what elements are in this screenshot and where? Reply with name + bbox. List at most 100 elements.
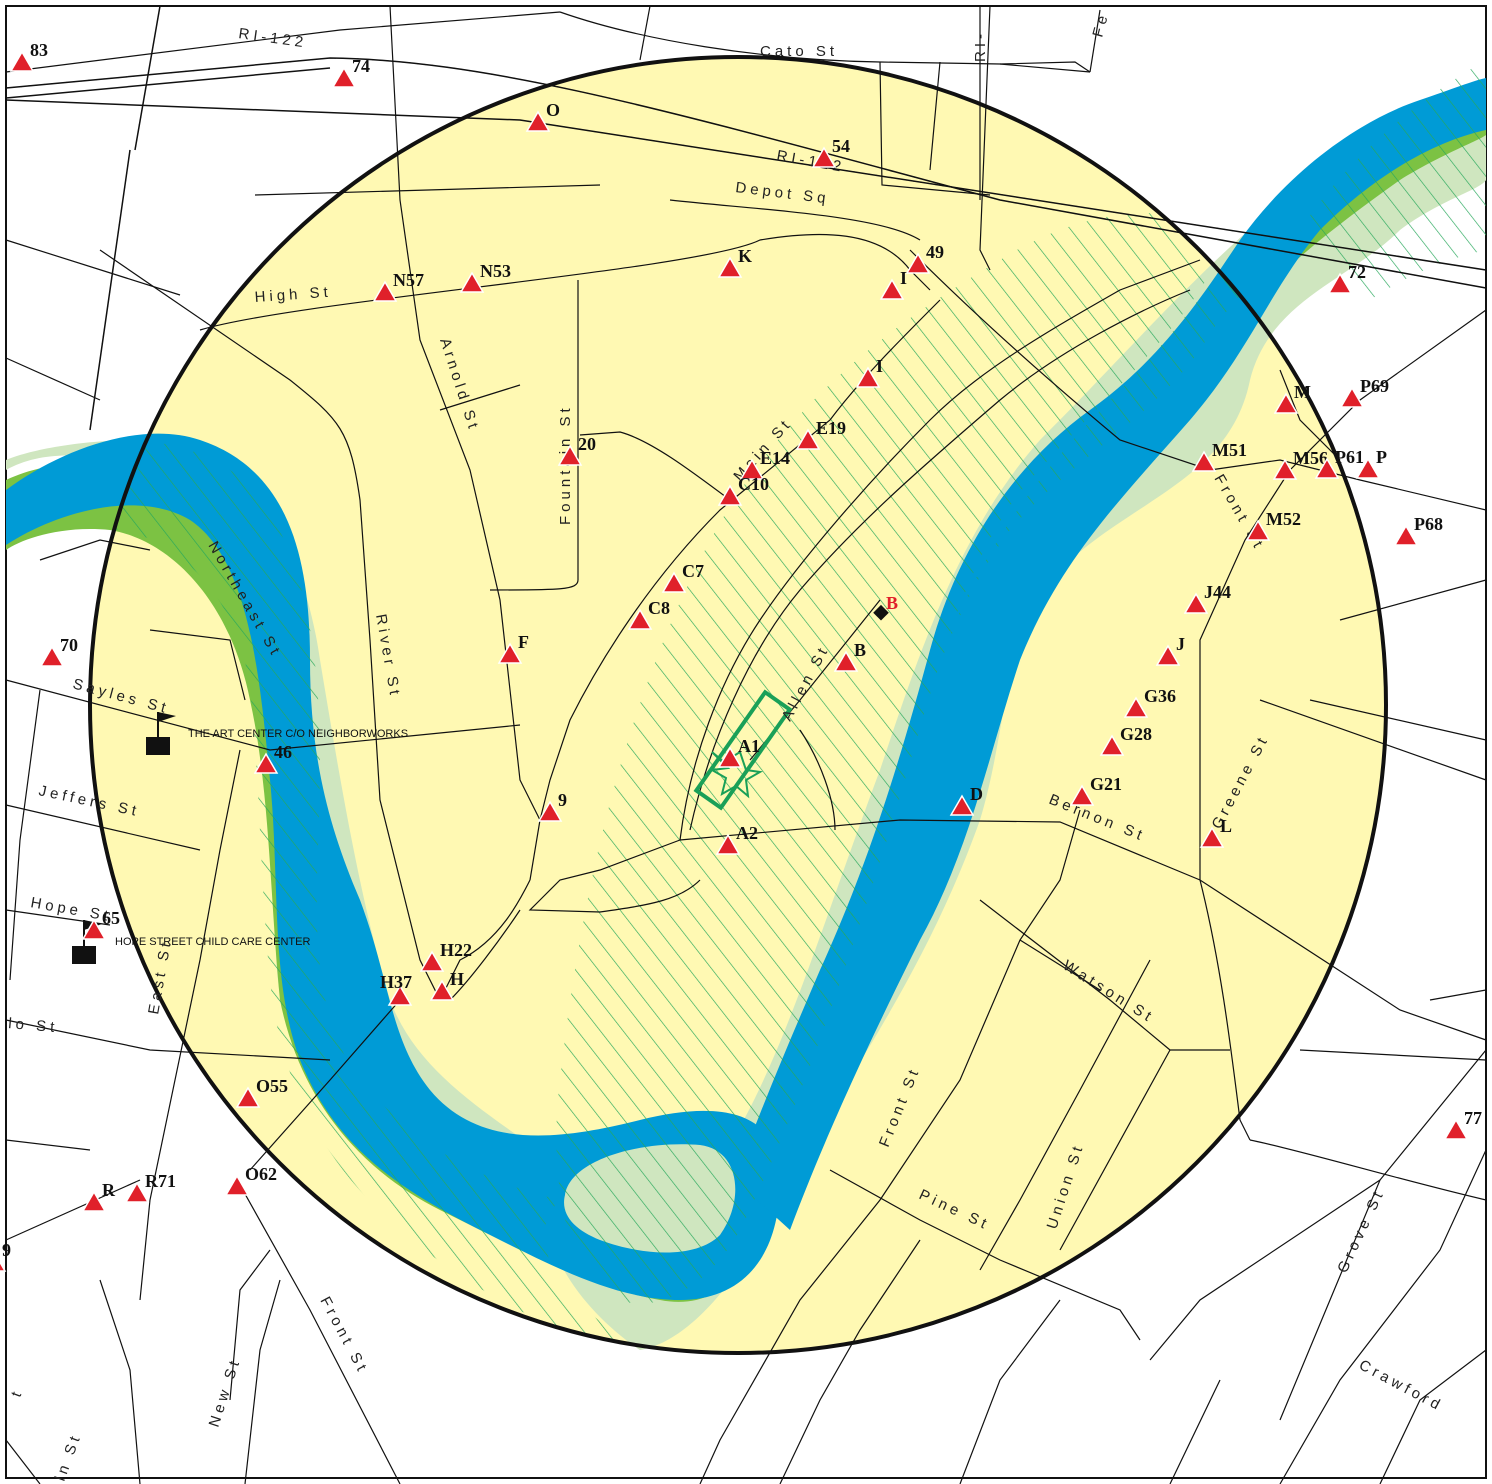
site-marker: M52 — [1245, 509, 1301, 541]
site-marker: H — [429, 969, 464, 1001]
site-triangle-icon — [661, 571, 687, 593]
site-label: 72 — [1348, 262, 1366, 282]
site-label: H22 — [440, 940, 472, 960]
site-label: D — [970, 784, 983, 804]
site-marker: 72 — [1327, 262, 1366, 294]
site-triangle-icon — [879, 278, 905, 300]
site-triangle-icon — [557, 444, 583, 466]
site-label: P — [1376, 447, 1387, 467]
site-marker: O62 — [224, 1164, 277, 1196]
site-marker: 77 — [1443, 1108, 1482, 1140]
site-label: O — [546, 100, 560, 120]
site-marker: 49 — [905, 242, 944, 274]
site-triangle-icon — [459, 271, 485, 293]
site-triangle-icon — [537, 800, 563, 822]
site-triangle-icon — [331, 66, 357, 88]
site-marker: 9 — [537, 790, 567, 822]
site-marker: O55 — [235, 1076, 288, 1108]
site-marker: B — [833, 640, 866, 672]
site-triangle-icon — [253, 752, 279, 774]
site-label: P68 — [1414, 514, 1443, 534]
buffer-circle-outline — [88, 55, 1388, 1355]
site-triangle-icon — [715, 833, 741, 855]
site-triangle-icon — [81, 918, 107, 940]
site-label: K — [738, 246, 752, 266]
site-marker: I — [855, 356, 883, 388]
site-triangle-icon — [1245, 519, 1271, 541]
site-marker: 9 — [0, 1240, 11, 1272]
site-marker: 83 — [9, 40, 48, 72]
site-triangle-icon — [905, 252, 931, 274]
site-label: G28 — [1120, 724, 1152, 744]
art-center-label: THE ART CENTER C/O NEIGHBORWORKS — [188, 728, 408, 740]
site-label: N57 — [393, 270, 424, 290]
river-east — [735, 78, 1486, 1230]
site-label: J44 — [1204, 582, 1231, 602]
site-label: G36 — [1144, 686, 1176, 706]
site-label: 65 — [102, 908, 120, 928]
site-label: 49 — [926, 242, 944, 262]
site-marker: E19 — [795, 418, 846, 450]
site-triangle-icon — [525, 110, 551, 132]
site-label: H — [450, 969, 464, 989]
site-label: F — [518, 632, 529, 652]
site-marker: P — [1355, 447, 1387, 479]
target-property: B — [693, 593, 898, 811]
site-triangle-icon — [1272, 458, 1298, 480]
site-triangle-icon — [235, 1086, 261, 1108]
site-label: M51 — [1212, 440, 1247, 460]
site-label: 83 — [30, 40, 48, 60]
site-marker: L — [1199, 816, 1232, 848]
site-label: M56 — [1293, 448, 1328, 468]
site-label: 9 — [558, 790, 567, 810]
site-marker: E14 — [739, 448, 790, 480]
site-marker: G28 — [1099, 724, 1152, 756]
site-marker: C7 — [661, 561, 704, 593]
site-label: 77 — [1464, 1108, 1482, 1128]
site-label: M52 — [1266, 509, 1301, 529]
site-label: M — [1294, 382, 1311, 402]
site-marker: C8 — [627, 598, 670, 630]
site-triangle-icon — [1314, 457, 1340, 479]
hope-child-label: HOPE STREET CHILD CARE CENTER — [115, 936, 310, 948]
site-marker: H37 — [380, 972, 413, 1006]
site-label: B — [854, 640, 866, 660]
site-marker: 20 — [557, 434, 596, 466]
site-triangle-icon — [717, 746, 743, 768]
site-marker: 54 — [811, 136, 850, 168]
railroad — [5, 5, 1487, 431]
site-marker: C10 — [717, 474, 769, 506]
site-marker: J — [1155, 634, 1185, 666]
site-marker: P69 — [1339, 376, 1389, 408]
site-label: A1 — [738, 736, 760, 756]
site-triangle-icon — [497, 642, 523, 664]
site-label: G21 — [1090, 774, 1122, 794]
site-marker: G36 — [1123, 686, 1176, 718]
site-marker: H22 — [419, 940, 472, 972]
site-triangle-icon — [0, 1260, 7, 1272]
site-triangle-icon — [795, 428, 821, 450]
site-label: C7 — [682, 561, 704, 581]
street-fe: Fe — [1089, 10, 1112, 39]
site-triangle-icon — [1155, 644, 1181, 666]
street-lo: lo St — [8, 1015, 59, 1036]
site-triangle-icon — [1339, 386, 1365, 408]
site-label: O55 — [256, 1076, 288, 1096]
site-triangle-icon — [372, 280, 398, 302]
street-high: High St — [254, 284, 332, 306]
site-triangle-icon — [224, 1174, 250, 1196]
site-marker: M56 — [1272, 448, 1328, 480]
site-label: 54 — [832, 136, 850, 156]
site-triangle-icon — [717, 256, 743, 278]
site-marker: P61 — [1314, 447, 1364, 479]
site-triangle-icon — [739, 458, 765, 480]
site-label: P61 — [1335, 447, 1364, 467]
site-triangle-icon — [429, 979, 455, 1001]
site-label: I — [900, 268, 907, 288]
site-label: E14 — [760, 448, 790, 468]
site-triangle-icon — [9, 50, 35, 72]
site-triangle-icon — [855, 366, 881, 388]
site-label: L — [1220, 816, 1232, 836]
site-triangle-icon — [1443, 1118, 1469, 1140]
